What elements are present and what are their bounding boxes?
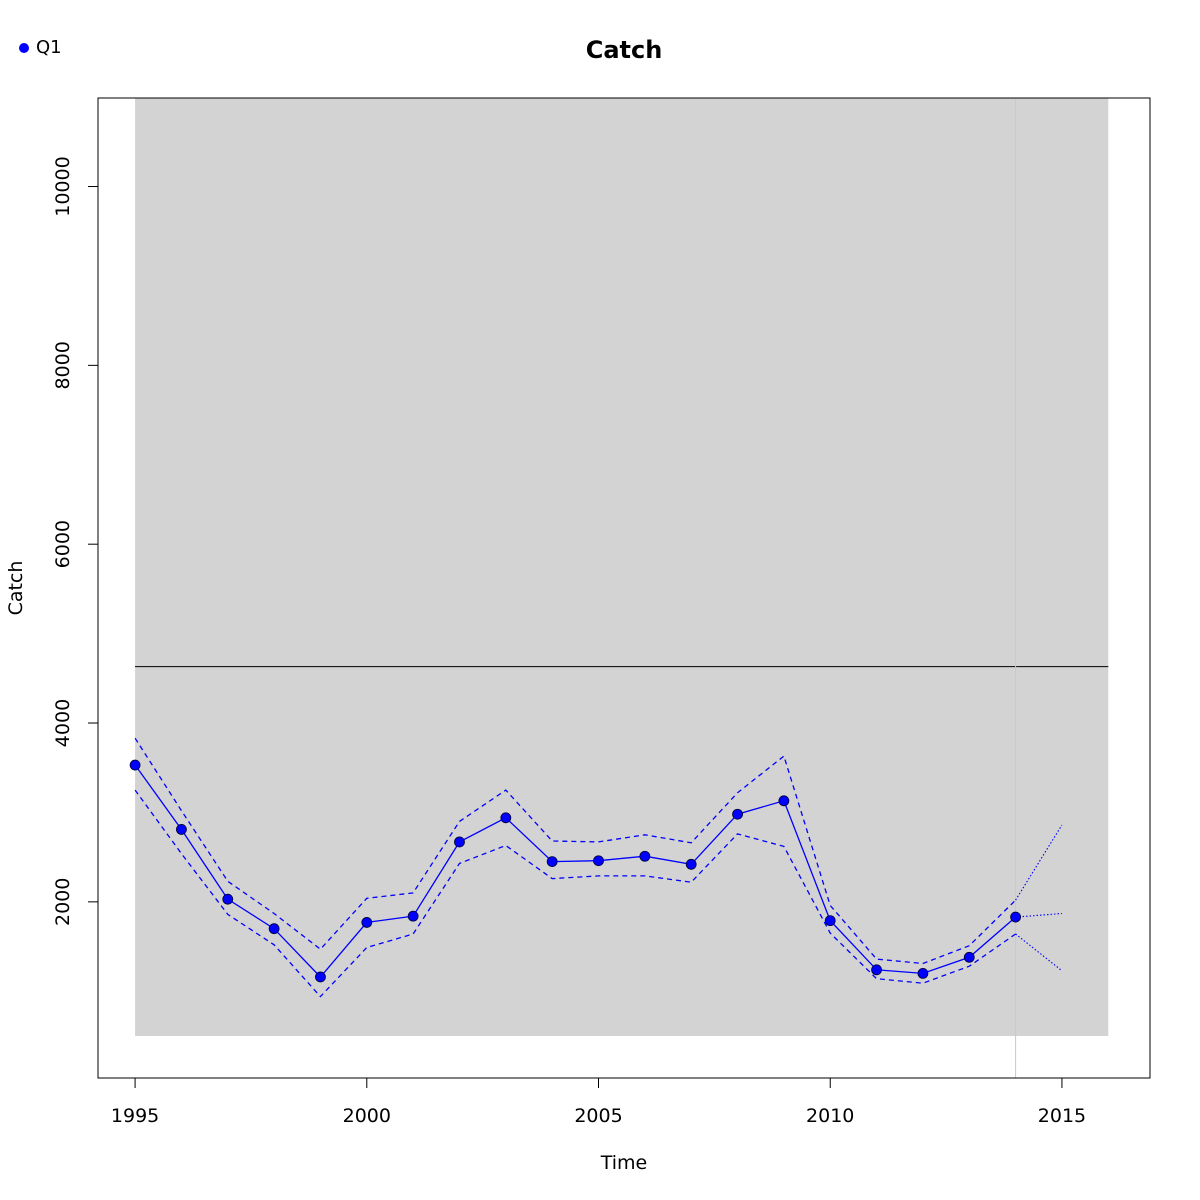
data-point-q1-1996 — [176, 824, 187, 835]
data-point-q1-2000 — [361, 917, 373, 928]
y-tick-label-2000: 2000 — [52, 878, 74, 926]
y-axis: 2000 4000 6000 8000 10000 — [52, 156, 99, 926]
data-point-q1-2003 — [500, 812, 512, 824]
y-axis-label: Catch — [5, 561, 27, 616]
chart-title: Catch — [586, 36, 663, 64]
legend: Q1 — [19, 37, 62, 58]
y-tick-label-8000: 8000 — [52, 341, 74, 389]
x-axis-label: Time — [600, 1152, 648, 1174]
data-point-q1-2013 — [963, 951, 975, 963]
data-point-q1-2007 — [685, 858, 697, 870]
data-point-q1-2012 — [917, 967, 929, 979]
data-point-q1-2001 — [407, 910, 419, 922]
x-tick-label-2015: 2015 — [1038, 1105, 1086, 1127]
forecast-upper-line-q1 — [1015, 824, 1063, 901]
data-point-q1-1995 — [129, 759, 141, 771]
data-point-q1-2006 — [639, 850, 651, 862]
data-point-q1-2004 — [546, 856, 558, 868]
series-line-q1 — [134, 764, 1017, 978]
x-tick-label-2000: 2000 — [343, 1105, 391, 1127]
x-axis: 1995 2000 2005 2010 2015 — [111, 1077, 1086, 1127]
legend-label-q1: Q1 — [36, 37, 62, 58]
x-tick-label-1995: 1995 — [111, 1105, 159, 1127]
data-point-q1-2011 — [871, 964, 882, 976]
data-point-q1-2008 — [732, 808, 743, 820]
data-point-q1-1999 — [315, 971, 326, 983]
x-tick-label-2010: 2010 — [806, 1105, 854, 1127]
data-point-q1-2005 — [593, 855, 604, 867]
data-point-q1-2002 — [454, 836, 465, 848]
data-point-q1-1997 — [222, 893, 234, 905]
series-layer — [129, 737, 1063, 998]
x-tick-label-2005: 2005 — [574, 1105, 622, 1127]
data-point-q1-2009 — [778, 795, 790, 807]
forecast-lower-line-q1 — [1015, 933, 1063, 972]
forecast-line-q1 — [1015, 912, 1062, 918]
y-tick-label-6000: 6000 — [52, 520, 74, 568]
y-tick-label-4000: 4000 — [52, 699, 74, 747]
data-point-q1-1998 — [268, 923, 280, 935]
upper-bound-line-q1 — [134, 737, 1017, 965]
reference-band — [135, 98, 1109, 1036]
legend-marker-q1 — [19, 43, 29, 53]
y-tick-label-10000: 10000 — [52, 156, 74, 216]
data-point-q1-2014 — [1010, 911, 1022, 923]
data-point-q1-2010 — [824, 915, 836, 927]
lower-bound-line-q1 — [134, 789, 1016, 998]
